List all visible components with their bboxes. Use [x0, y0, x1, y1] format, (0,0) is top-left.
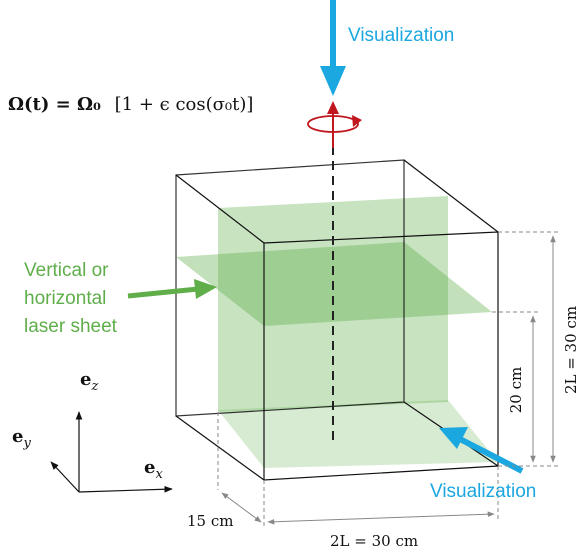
ey-axis-label: ey: [12, 426, 31, 451]
height-dimension-label: 2L = 30 cm: [562, 306, 580, 394]
width-dimension-label: 2L = 30 cm: [330, 532, 418, 550]
equation-lhs: Ω(t) = Ω₀: [8, 94, 101, 115]
coordinate-axes: [50, 411, 173, 493]
sheet-height-dimension-label: 20 cm: [507, 367, 525, 413]
ez-axis-label: ez: [80, 369, 98, 394]
visualization-side-label: Visualization: [430, 481, 536, 502]
laser-label-line2: horizontal: [24, 288, 106, 309]
water-bottom-region: [218, 400, 498, 468]
dimension-lines: [217, 231, 560, 528]
ex-axis-label: ex: [144, 457, 163, 482]
depth-dimension-label: 15 cm: [187, 512, 233, 530]
laser-label-line3: laser sheet: [24, 316, 118, 337]
side-visualization-arrow: [439, 427, 524, 474]
visualization-top-label: Visualization: [348, 25, 454, 46]
angular-velocity-equation: Ω(t) = Ω₀ [1 + ϵ cos(σ₀t)]: [8, 94, 253, 115]
rotation-icon: [307, 101, 362, 148]
top-visualization-arrow: [320, 0, 346, 96]
laser-label-line1: Vertical or: [24, 260, 109, 281]
laser-sheet-arrow: [127, 279, 217, 299]
equation-rhs: [1 + ϵ cos(σ₀t)]: [115, 94, 254, 115]
